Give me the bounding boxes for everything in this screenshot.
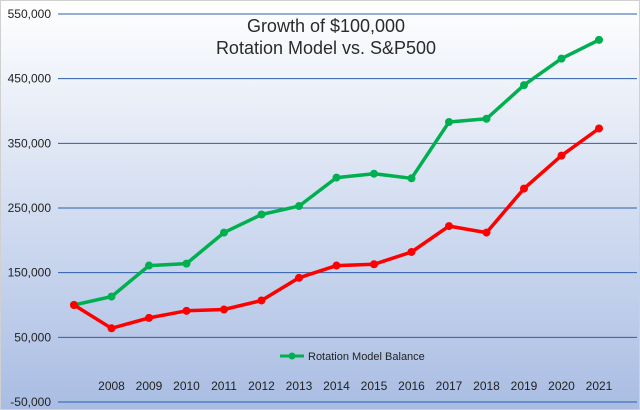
data-point — [182, 306, 191, 315]
x-tick-label: 2011 — [211, 379, 237, 393]
x-tick-label: 2015 — [361, 379, 388, 393]
data-point — [107, 292, 116, 301]
data-point — [182, 259, 191, 268]
series-lines — [70, 35, 603, 333]
data-point — [407, 247, 416, 256]
gridlines — [58, 13, 637, 403]
data-point — [370, 260, 378, 269]
x-tick-label: 2019 — [511, 379, 538, 393]
y-tick-label: 550,000 — [8, 7, 52, 21]
data-point — [557, 151, 566, 160]
x-tick-label: 2018 — [473, 379, 500, 393]
x-tick-label: 2017 — [436, 379, 463, 393]
y-tick-label: 250,000 — [8, 201, 52, 215]
x-tick-label: 2016 — [398, 379, 425, 393]
data-point — [257, 296, 266, 305]
data-point — [332, 261, 341, 270]
x-tick-label: 2010 — [173, 379, 200, 393]
data-point — [370, 169, 378, 178]
data-point — [482, 228, 491, 237]
x-tick-label: 2009 — [136, 379, 163, 393]
data-point — [145, 313, 153, 322]
legend: Rotation Model Balance — [280, 351, 425, 363]
data-point — [595, 35, 603, 44]
x-tick-label: 2008 — [98, 379, 125, 393]
data-point — [557, 54, 566, 63]
data-point — [520, 184, 528, 193]
x-tick-label: 2013 — [286, 379, 313, 393]
legend-swatch-marker — [288, 352, 296, 360]
x-tick-label: 2021 — [586, 379, 613, 393]
y-tick-label: -50,000 — [10, 395, 51, 409]
data-point — [407, 174, 416, 183]
y-tick-label: 150,000 — [8, 266, 52, 280]
data-point — [220, 305, 228, 314]
x-axis-ticks: 2008 2009 2010 2011 2012 2013 2014 2015 2016 2017… — [98, 379, 613, 393]
data-point — [257, 210, 266, 219]
x-tick-label: 2014 — [323, 379, 350, 393]
data-point — [445, 117, 453, 126]
x-tick-label: 2020 — [548, 379, 575, 393]
chart-title: Growth of $100,000 — [247, 16, 405, 36]
data-point — [332, 173, 341, 182]
y-tick-label: 50,000 — [14, 330, 51, 344]
data-point — [295, 273, 303, 282]
data-point — [107, 324, 116, 333]
chart-subtitle: Rotation Model vs. S&P500 — [216, 38, 436, 58]
data-point — [445, 222, 453, 231]
chart-title-group: Growth of $100,000 Rotation Model vs. S&… — [216, 16, 436, 58]
data-point — [220, 228, 228, 237]
data-point — [595, 124, 603, 133]
y-tick-label: 450,000 — [8, 72, 52, 86]
data-point — [145, 261, 153, 270]
legend-label: Rotation Model Balance — [308, 351, 425, 363]
y-tick-label: 350,000 — [8, 136, 52, 150]
x-tick-label: 2012 — [248, 379, 275, 393]
data-point — [520, 81, 528, 90]
data-point — [295, 202, 303, 211]
data-point — [70, 301, 78, 309]
y-axis-ticks: -50,000 50,000 150,000 250,000 350,000 450,00… — [8, 7, 52, 409]
data-point — [482, 114, 491, 123]
